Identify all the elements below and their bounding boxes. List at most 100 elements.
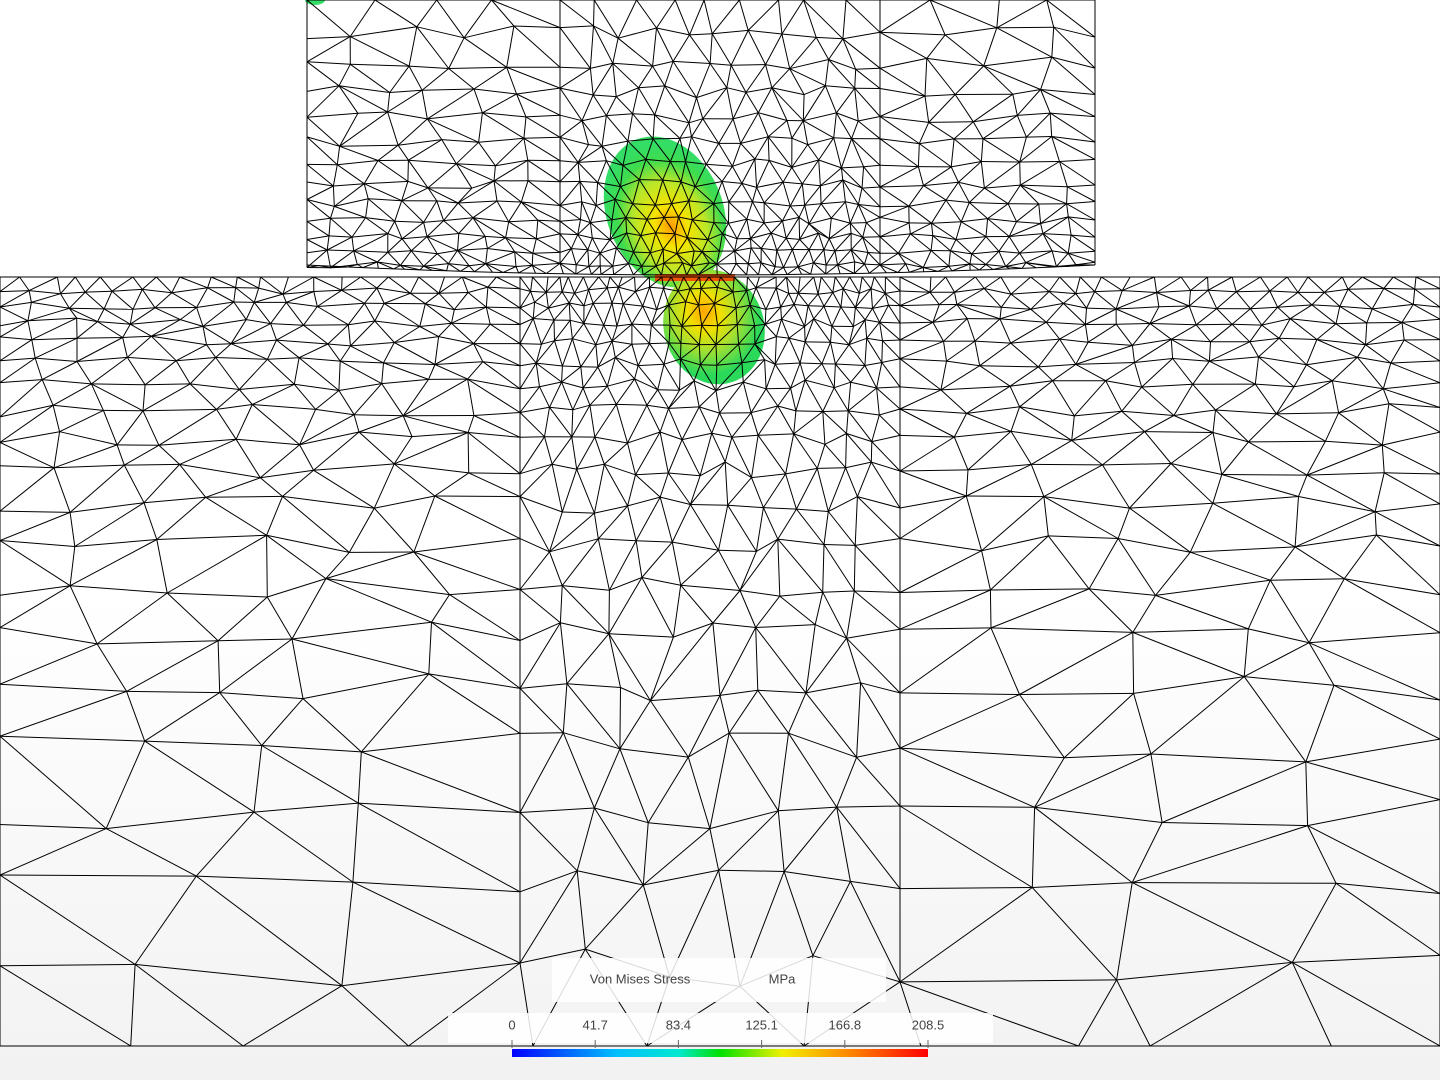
mesh-edge — [969, 253, 973, 265]
mesh-edge — [545, 276, 561, 293]
mesh-edge — [607, 286, 619, 289]
mesh-edge — [671, 203, 679, 218]
mesh-edge — [752, 187, 758, 202]
mesh-edge — [932, 304, 958, 323]
mesh-edge — [713, 201, 729, 204]
mesh-edge — [828, 496, 858, 512]
mesh-edge — [785, 473, 797, 510]
mesh-edge — [202, 319, 247, 327]
mesh-edge — [339, 360, 382, 385]
mesh-edge — [1075, 341, 1089, 365]
mesh-edge — [151, 319, 181, 337]
mesh-edge — [532, 251, 561, 254]
mesh-edge — [559, 66, 591, 69]
mesh-edge — [793, 433, 826, 445]
mesh-edge — [505, 237, 534, 254]
mesh-edge — [749, 287, 757, 306]
mesh-edge — [365, 198, 369, 218]
mesh-edge — [53, 444, 118, 469]
mesh-edge — [130, 964, 136, 1047]
mesh-edge — [848, 337, 867, 346]
mesh-edge — [353, 250, 358, 265]
mesh-edge — [1261, 324, 1280, 339]
mesh-edge — [358, 802, 521, 813]
mesh-edge — [899, 495, 967, 509]
mesh-edge — [1248, 440, 1326, 443]
mesh-edge — [384, 292, 411, 304]
mesh-edge — [783, 181, 803, 185]
mesh-edge — [597, 505, 628, 540]
mesh-edge — [231, 339, 277, 345]
mesh-edge — [593, 25, 619, 39]
mesh-edge — [607, 378, 635, 387]
mesh-edge — [1344, 578, 1440, 634]
mesh-edge — [259, 477, 283, 497]
mesh-edge — [804, 185, 821, 206]
mesh-edge — [60, 276, 76, 295]
mesh-edge — [876, 387, 901, 410]
mesh-edge — [519, 807, 595, 813]
mesh-edge — [562, 683, 568, 733]
mesh-edge — [1016, 89, 1041, 116]
mesh-edge — [1019, 252, 1027, 263]
mesh-edge — [721, 166, 733, 182]
mesh-edge — [102, 410, 118, 446]
mesh-edge — [593, 513, 599, 539]
mesh-edge — [899, 495, 967, 539]
mesh-edge — [632, 203, 656, 206]
mesh-edge — [1306, 474, 1376, 513]
mesh-edge — [461, 276, 469, 293]
mesh-edge — [519, 732, 564, 734]
mesh-edge — [559, 220, 579, 235]
mesh-edge — [747, 263, 759, 276]
mesh-edge — [822, 411, 847, 434]
mesh-edge — [864, 365, 878, 389]
mesh-edge — [394, 221, 403, 239]
mesh-edge — [514, 251, 517, 267]
colorbar — [512, 1049, 928, 1057]
mesh-edge — [1031, 439, 1072, 465]
mesh-edge — [1339, 305, 1373, 310]
mesh-edge — [339, 345, 351, 362]
mesh-edge — [327, 343, 351, 347]
mesh-edge — [266, 535, 268, 598]
mesh-edge — [1105, 362, 1135, 382]
mesh-edge — [0, 357, 36, 384]
mesh-edge — [797, 292, 809, 307]
mesh-edge — [266, 596, 293, 640]
mesh-edge — [879, 31, 946, 36]
mesh-edge — [966, 495, 1044, 498]
mesh-edge — [688, 200, 693, 220]
mesh-edge — [1042, 233, 1053, 252]
mesh-edge — [797, 266, 803, 275]
mesh-edge — [640, 235, 651, 254]
mesh-edge — [325, 551, 415, 580]
mesh-edge — [768, 159, 792, 168]
mesh-edge — [423, 263, 449, 267]
mesh-edge — [254, 293, 284, 303]
mesh-edge — [1019, 233, 1044, 254]
mesh-edge — [1343, 534, 1377, 579]
mesh-edge — [260, 469, 314, 479]
mesh-edge — [306, 235, 330, 240]
mesh-edge — [508, 221, 537, 240]
mesh-edge — [632, 179, 640, 204]
mesh-edge — [1019, 250, 1053, 254]
mesh-edge — [561, 469, 578, 513]
mesh-edge — [326, 235, 330, 251]
mesh-edge — [943, 341, 947, 362]
mesh-edge — [693, 380, 700, 407]
mesh-edge — [563, 732, 621, 750]
mesh-edge — [536, 362, 563, 367]
mesh-edge — [217, 596, 268, 642]
mesh-edge — [738, 0, 749, 31]
mesh-edge — [485, 235, 506, 239]
mesh-edge — [820, 203, 832, 219]
mesh-edge — [671, 504, 691, 543]
mesh-edge — [519, 343, 537, 364]
mesh-edge — [774, 337, 790, 365]
mesh-edge — [158, 444, 180, 465]
mesh-edge — [664, 85, 690, 124]
mesh-edge — [306, 185, 334, 200]
mesh-edge — [749, 304, 766, 325]
